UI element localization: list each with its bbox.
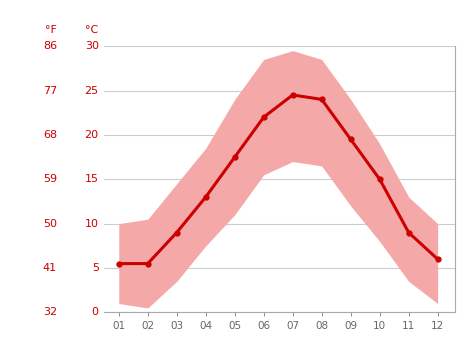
Text: 15: 15 xyxy=(85,174,99,184)
Text: 20: 20 xyxy=(84,130,99,140)
Text: 77: 77 xyxy=(43,86,57,95)
Text: 25: 25 xyxy=(84,86,99,95)
Text: 32: 32 xyxy=(43,307,57,317)
Text: 86: 86 xyxy=(43,41,57,51)
Text: °F: °F xyxy=(45,25,57,35)
Text: 5: 5 xyxy=(92,263,99,273)
Text: 50: 50 xyxy=(43,219,57,229)
Text: °C: °C xyxy=(85,25,99,35)
Text: 68: 68 xyxy=(43,130,57,140)
Text: 30: 30 xyxy=(85,41,99,51)
Text: 0: 0 xyxy=(92,307,99,317)
Text: 41: 41 xyxy=(43,263,57,273)
Text: 10: 10 xyxy=(85,219,99,229)
Text: 59: 59 xyxy=(43,174,57,184)
